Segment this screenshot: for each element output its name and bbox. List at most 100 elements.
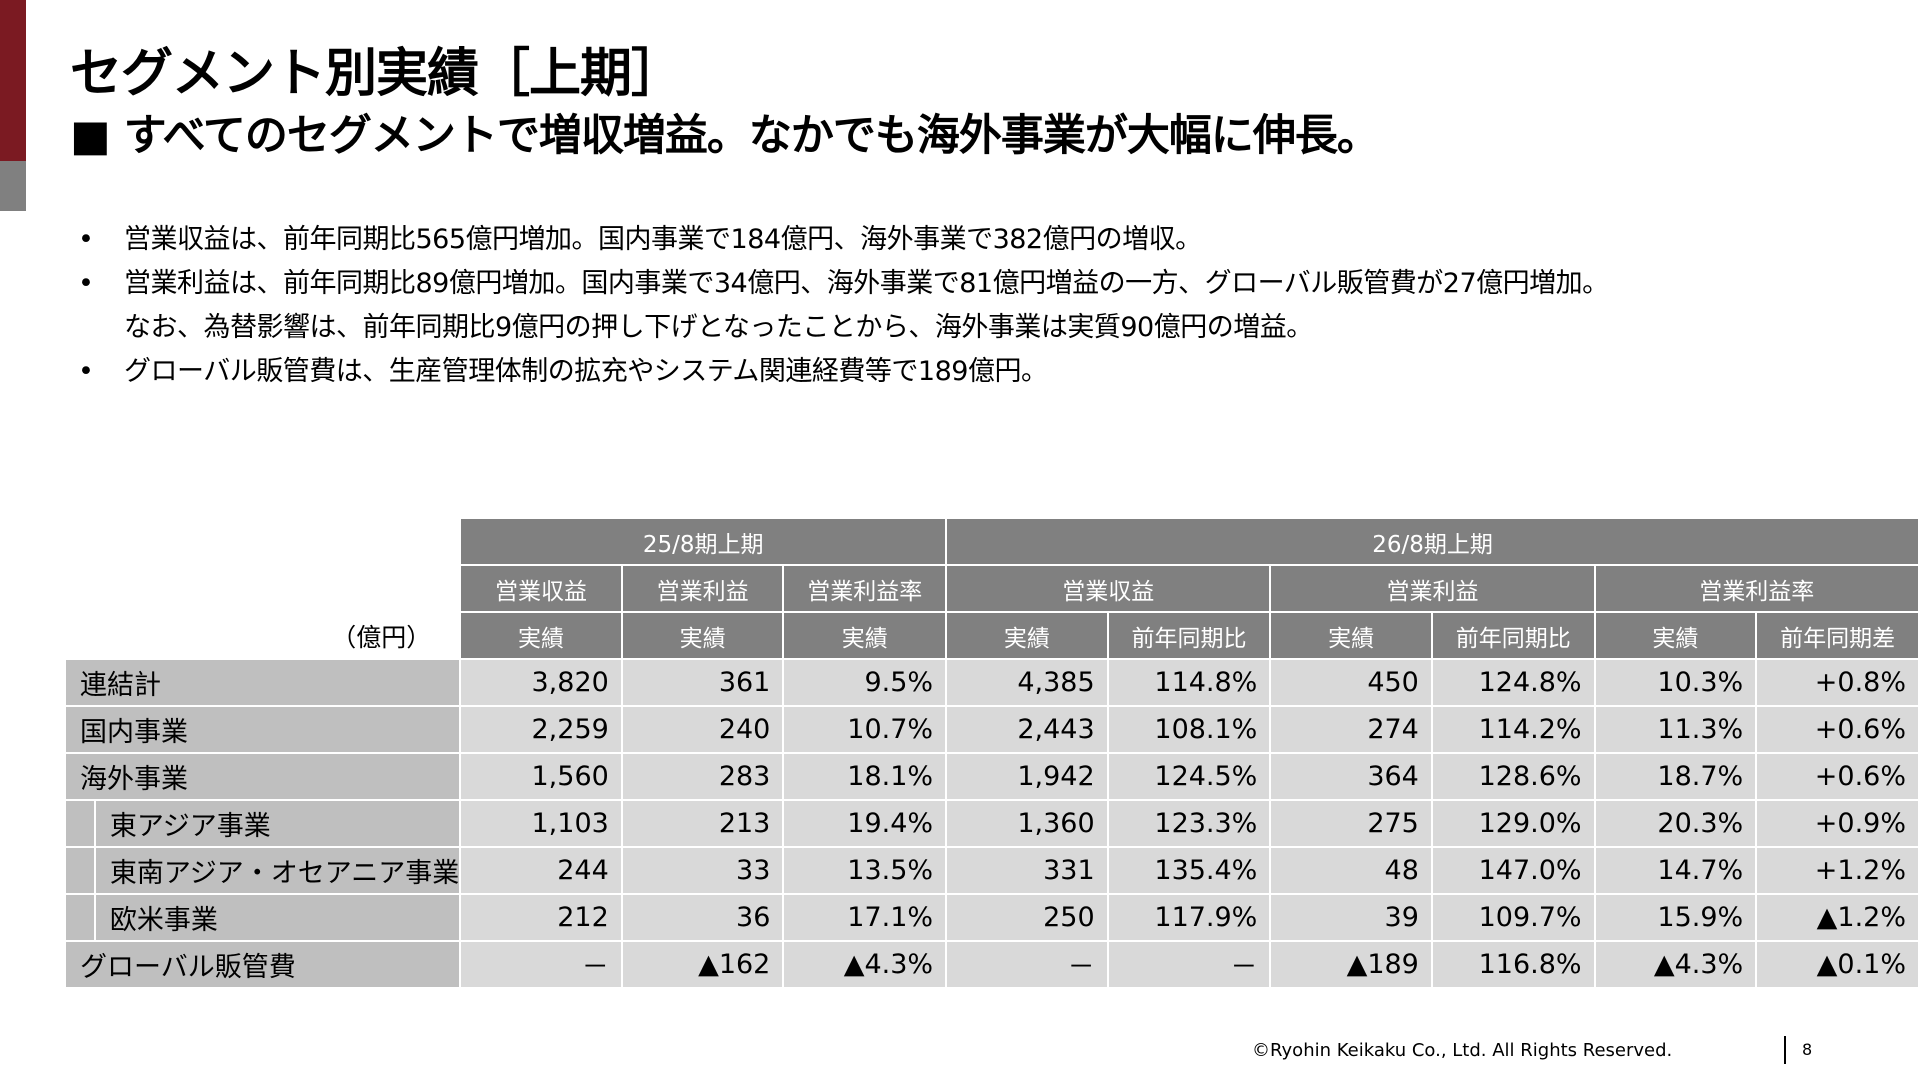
sub-header-row: （億円） 実績 実績 実績 実績 前年同期比 実績 前年同期比 実績 前年同期差 — [63, 611, 1920, 660]
accent-bar-grey — [0, 161, 26, 211]
cell: ▲4.3% — [1593, 940, 1758, 989]
unit-label: （億円） — [63, 611, 462, 660]
slide-subtitle: ■ すべてのセグメントで増収増益。なかでも海外事業が大幅に伸長。 — [70, 111, 1380, 161]
metric-header: 営業利益 — [620, 564, 785, 613]
page-number: 8 — [1802, 1040, 1813, 1059]
bullet-marker: • — [78, 268, 94, 299]
cell: 1,360 — [945, 799, 1109, 848]
table-row-overseas: 海外事業 1,560 283 18.1% 1,942 124.5% 364 12… — [63, 752, 1920, 801]
cell: 135.4% — [1106, 846, 1272, 895]
cell: 116.8% — [1430, 940, 1596, 989]
cell: 1,560 — [459, 752, 623, 801]
cell: 39 — [1269, 893, 1433, 942]
row-label: 東南アジア・オセアニア事業 — [93, 846, 462, 895]
table-row-consolidated: 連結計 3,820 361 9.5% 4,385 114.8% 450 124.… — [63, 658, 1920, 707]
bullet-item: • 営業利益は、前年同期比89億円増加。国内事業で34億円、海外事業で81億円増… — [78, 262, 1609, 306]
metric-header-row: 営業収益 営業利益 営業利益率 営業収益 営業利益 営業利益率 — [63, 564, 1920, 613]
cell: 10.7% — [782, 705, 948, 754]
row-label: 国内事業 — [63, 705, 462, 754]
blank-cell — [63, 517, 462, 566]
cell: ▲4.3% — [782, 940, 948, 989]
bullet-marker: • — [78, 224, 94, 255]
sub-header: 前年同期比 — [1106, 611, 1272, 660]
cell: 18.1% — [782, 752, 948, 801]
sub-header: 実績 — [1593, 611, 1758, 660]
cell: 10.3% — [1593, 658, 1758, 707]
bullet-item: • グローバル販管費は、生産管理体制の拡充やシステム関連経費等で189億円。 — [78, 350, 1609, 394]
cell: 124.8% — [1430, 658, 1596, 707]
indent-cell — [64, 893, 96, 942]
cell: +1.2% — [1755, 846, 1920, 895]
table-row-southeast-asia-oceania: 東南アジア・オセアニア事業 244 33 13.5% 331 135.4% 48… — [64, 846, 1920, 895]
cell: ▲1.2% — [1755, 893, 1920, 942]
sub-header: 実績 — [1269, 611, 1433, 660]
sub-header: 実績 — [945, 611, 1109, 660]
cell: 240 — [620, 705, 785, 754]
cell: 212 — [459, 893, 623, 942]
cell: 108.1% — [1106, 705, 1272, 754]
cell: － — [945, 940, 1109, 989]
row-label: 欧米事業 — [93, 893, 462, 942]
cell: 129.0% — [1430, 799, 1596, 848]
cell: － — [1106, 940, 1272, 989]
blank-cell — [63, 564, 462, 613]
sub-header: 前年同期比 — [1430, 611, 1596, 660]
cell: 4,385 — [945, 658, 1109, 707]
sub-header: 実績 — [620, 611, 785, 660]
metric-header: 営業利益 — [1269, 564, 1596, 613]
cell: 20.3% — [1593, 799, 1758, 848]
cell: 15.9% — [1593, 893, 1758, 942]
row-label: 東アジア事業 — [93, 799, 462, 848]
sub-header: 前年同期差 — [1755, 611, 1920, 660]
cell: ▲162 — [620, 940, 785, 989]
cell: 11.3% — [1593, 705, 1758, 754]
bullet-continuation: なお、為替影響は、前年同期比9億円の押し下げとなったことから、海外事業は実質90… — [124, 312, 1313, 343]
cell: 14.7% — [1593, 846, 1758, 895]
cell: +0.6% — [1755, 705, 1920, 754]
cell: 123.3% — [1106, 799, 1272, 848]
table-row-global-sga: グローバル販管費 － ▲162 ▲4.3% － － ▲189 116.8% ▲4… — [63, 940, 1920, 989]
cell: － — [459, 940, 623, 989]
cell: 36 — [620, 893, 785, 942]
cell: 114.8% — [1106, 658, 1272, 707]
cell: ▲189 — [1269, 940, 1433, 989]
table-row-europe-americas: 欧米事業 212 36 17.1% 250 117.9% 39 109.7% 1… — [64, 893, 1920, 942]
cell: 117.9% — [1106, 893, 1272, 942]
slide-title: セグメント別実績［上期］ — [70, 44, 683, 104]
metric-header: 営業収益 — [945, 564, 1272, 613]
cell: ▲0.1% — [1755, 940, 1920, 989]
table-row-domestic: 国内事業 2,259 240 10.7% 2,443 108.1% 274 11… — [63, 705, 1920, 754]
cell: 48 — [1269, 846, 1433, 895]
period-header-row: 25/8期上期 26/8期上期 — [63, 517, 1920, 566]
bullet-item: • 営業収益は、前年同期比565億円増加。国内事業で184億円、海外事業で382… — [78, 218, 1609, 262]
cell: 19.4% — [782, 799, 948, 848]
indent-cell — [64, 846, 96, 895]
cell: 13.5% — [782, 846, 948, 895]
cell: 33 — [620, 846, 785, 895]
cell: +0.9% — [1755, 799, 1920, 848]
cell: 213 — [620, 799, 785, 848]
period-header-curr: 26/8期上期 — [945, 517, 1920, 566]
bullet-list: • 営業収益は、前年同期比565億円増加。国内事業で184億円、海外事業で382… — [78, 218, 1609, 394]
cell: 3,820 — [459, 658, 623, 707]
bullet-marker: • — [78, 356, 94, 387]
metric-header: 営業利益率 — [1593, 564, 1920, 613]
copyright-footer: ©Ryohin Keikaku Co., Ltd. All Rights Res… — [1252, 1040, 1673, 1061]
cell: 17.1% — [782, 893, 948, 942]
bullet-text: 営業利益は、前年同期比89億円増加。国内事業で34億円、海外事業で81億円増益の… — [124, 268, 1609, 299]
cell: 331 — [945, 846, 1109, 895]
cell: 275 — [1269, 799, 1433, 848]
table-row-east-asia: 東アジア事業 1,103 213 19.4% 1,360 123.3% 275 … — [64, 799, 1920, 848]
indent-cell — [64, 799, 96, 848]
cell: 361 — [620, 658, 785, 707]
metric-header: 営業利益率 — [782, 564, 948, 613]
accent-bar-red — [0, 0, 26, 161]
cell: 114.2% — [1430, 705, 1596, 754]
cell: 109.7% — [1430, 893, 1596, 942]
cell: 250 — [945, 893, 1109, 942]
segment-results-table: 25/8期上期 26/8期上期 営業収益 営業利益 営業利益率 営業収益 営業利… — [63, 517, 1920, 989]
cell: 128.6% — [1430, 752, 1596, 801]
cell: 124.5% — [1106, 752, 1272, 801]
cell: 274 — [1269, 705, 1433, 754]
period-header-prev: 25/8期上期 — [459, 517, 948, 566]
